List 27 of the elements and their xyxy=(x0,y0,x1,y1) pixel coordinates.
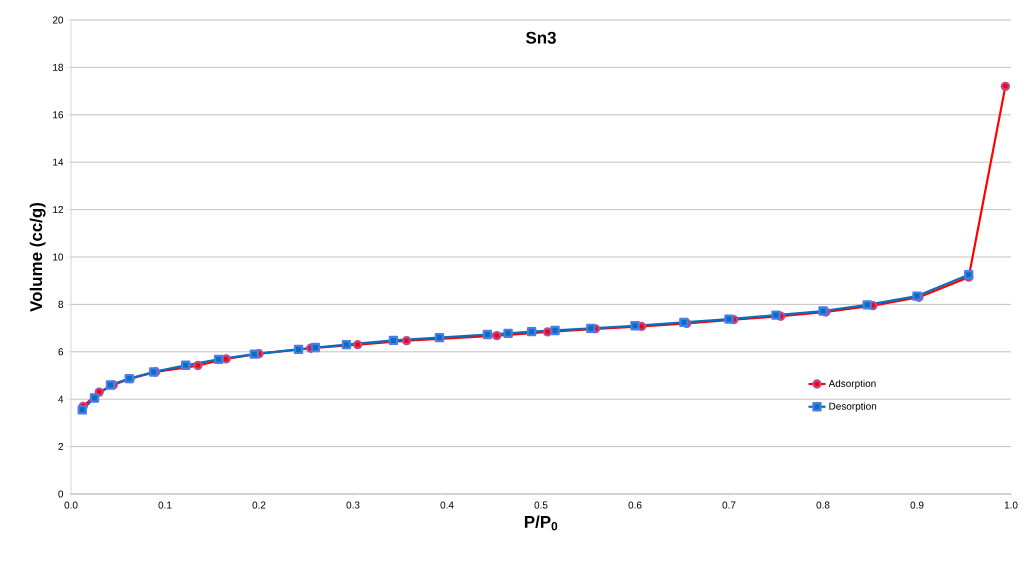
x-tick-label: 0.0 xyxy=(64,501,78,509)
y-tick-label: 20 xyxy=(52,16,64,24)
y-tick-label: 12 xyxy=(53,206,63,214)
x-tick-label: 0.9 xyxy=(910,501,924,509)
x-tick-label: 0.2 xyxy=(252,501,266,509)
x-axis-title: P/P$_{0}$ xyxy=(524,515,558,531)
x-tick-label: 0.3 xyxy=(346,501,360,509)
x-tick-label: 0.1 xyxy=(158,501,172,509)
y-tick-label: 16 xyxy=(53,111,64,119)
x-tick-label: 0.8 xyxy=(816,501,830,509)
y-tick-label: 0 xyxy=(58,490,64,498)
y-axis-title: Volume (cc/g) xyxy=(29,202,46,312)
x-tick-label: 1.0 xyxy=(1004,501,1018,509)
y-tick-label: 8 xyxy=(58,300,64,308)
y-tick-label: 14 xyxy=(53,158,64,166)
y-tick-label: 18 xyxy=(53,63,64,71)
x-tick-label: 0.7 xyxy=(722,501,736,509)
y-tick-label: 6 xyxy=(58,348,64,356)
legend-label: Desorption xyxy=(829,402,877,412)
x-tick-label: 0.4 xyxy=(440,501,454,509)
x-tick-label: 0.5 xyxy=(534,501,548,509)
y-tick-label: 2 xyxy=(58,443,63,451)
y-tick-label: 10 xyxy=(53,253,64,261)
legend-label: Adsorption xyxy=(828,379,876,389)
x-tick-label: 0.6 xyxy=(628,501,642,509)
text: Sn3 xyxy=(525,31,556,44)
y-tick-label: 4 xyxy=(58,395,64,403)
